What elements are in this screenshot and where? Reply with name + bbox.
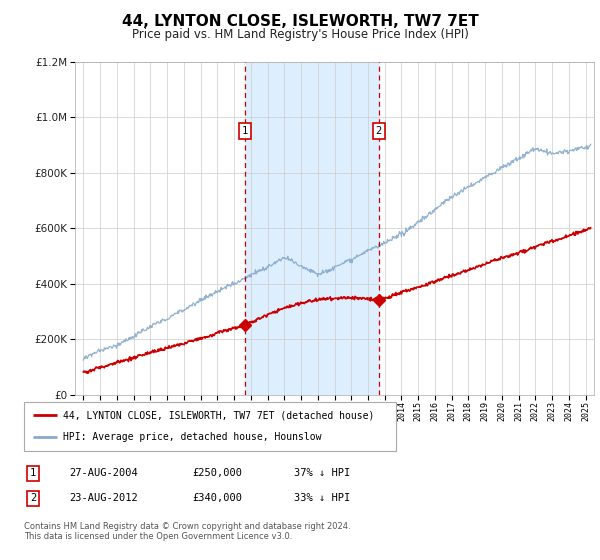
Text: 2: 2: [30, 493, 36, 503]
Text: 44, LYNTON CLOSE, ISLEWORTH, TW7 7ET: 44, LYNTON CLOSE, ISLEWORTH, TW7 7ET: [122, 14, 478, 29]
Text: 44, LYNTON CLOSE, ISLEWORTH, TW7 7ET (detached house): 44, LYNTON CLOSE, ISLEWORTH, TW7 7ET (de…: [63, 410, 374, 421]
Text: 33% ↓ HPI: 33% ↓ HPI: [294, 493, 350, 503]
Text: HPI: Average price, detached house, Hounslow: HPI: Average price, detached house, Houn…: [63, 432, 322, 442]
Text: Contains HM Land Registry data © Crown copyright and database right 2024.
This d: Contains HM Land Registry data © Crown c…: [24, 522, 350, 542]
Text: 23-AUG-2012: 23-AUG-2012: [69, 493, 138, 503]
Text: £250,000: £250,000: [192, 468, 242, 478]
Text: £340,000: £340,000: [192, 493, 242, 503]
Text: 27-AUG-2004: 27-AUG-2004: [69, 468, 138, 478]
Text: 1: 1: [242, 126, 248, 136]
Bar: [245, 62, 379, 395]
Text: 2: 2: [376, 126, 382, 136]
Text: 1: 1: [30, 468, 36, 478]
Text: Price paid vs. HM Land Registry's House Price Index (HPI): Price paid vs. HM Land Registry's House …: [131, 28, 469, 41]
Text: 37% ↓ HPI: 37% ↓ HPI: [294, 468, 350, 478]
